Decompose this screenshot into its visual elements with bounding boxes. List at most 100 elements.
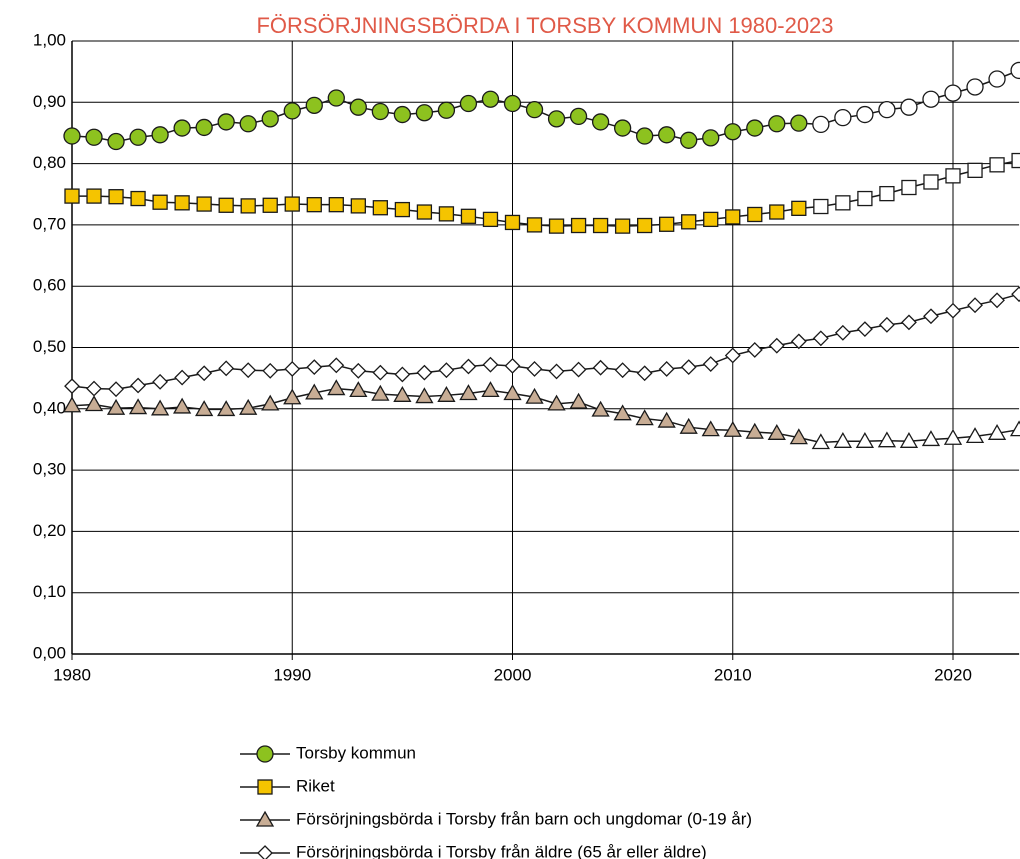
marker: [879, 185, 895, 202]
marker: [724, 347, 741, 364]
marker: [107, 132, 125, 151]
marker: [833, 431, 852, 448]
marker: [306, 359, 323, 376]
marker: [240, 362, 257, 379]
marker: [592, 359, 609, 376]
marker: [174, 195, 190, 211]
marker: [526, 217, 543, 233]
marker: [482, 356, 499, 373]
marker: [548, 363, 565, 380]
marker: [526, 361, 543, 377]
y-tick-label: 1,00: [33, 30, 66, 49]
marker: [130, 190, 146, 207]
marker: [746, 119, 764, 137]
marker: [416, 204, 433, 220]
marker: [813, 198, 829, 215]
legend-label: Torsby kommun: [296, 743, 416, 762]
marker: [394, 201, 411, 218]
marker: [901, 314, 917, 331]
marker: [503, 384, 522, 401]
series-line: [71, 293, 1020, 390]
marker: [84, 395, 104, 412]
marker: [372, 200, 389, 216]
legend-label: Försörjningsbörda i Torsby från barn och…: [296, 809, 752, 828]
marker: [86, 188, 102, 204]
marker: [152, 194, 168, 210]
marker: [416, 364, 433, 381]
marker: [967, 297, 983, 314]
marker: [921, 430, 941, 447]
marker: [856, 321, 873, 338]
marker: [240, 198, 256, 214]
marker: [372, 364, 389, 381]
marker: [967, 162, 983, 178]
marker: [151, 126, 169, 144]
marker: [481, 90, 500, 108]
marker: [1009, 420, 1020, 437]
marker: [856, 105, 874, 124]
marker: [305, 383, 324, 400]
marker: [256, 745, 274, 763]
marker: [636, 365, 653, 382]
marker: [592, 217, 609, 234]
marker: [481, 381, 500, 398]
marker: [548, 218, 565, 234]
marker: [283, 388, 302, 405]
marker: [284, 361, 301, 377]
marker: [437, 386, 456, 402]
y-tick-label: 0,60: [33, 276, 66, 295]
marker: [173, 397, 192, 414]
marker: [1011, 286, 1020, 303]
marker: [614, 362, 631, 379]
marker: [899, 431, 919, 448]
marker: [877, 431, 897, 448]
legend-label: Försörjningsbörda i Torsby från äldre (6…: [296, 842, 707, 859]
marker: [636, 127, 654, 145]
marker: [614, 218, 631, 234]
marker: [257, 845, 273, 859]
marker: [943, 428, 963, 445]
marker: [855, 431, 875, 448]
marker: [613, 404, 632, 421]
marker: [569, 392, 588, 409]
marker: [150, 399, 170, 416]
marker: [701, 420, 720, 437]
marker: [349, 98, 367, 116]
marker: [371, 384, 390, 401]
marker: [945, 302, 961, 319]
marker: [591, 113, 610, 131]
marker: [702, 356, 719, 372]
marker: [261, 110, 279, 128]
marker: [746, 342, 763, 358]
marker: [328, 197, 344, 213]
marker: [988, 70, 1006, 88]
marker: [217, 400, 236, 417]
marker: [283, 102, 301, 120]
marker: [108, 381, 124, 398]
marker: [350, 198, 366, 214]
marker: [306, 197, 322, 213]
marker: [791, 200, 807, 216]
marker: [812, 115, 830, 134]
marker: [901, 179, 917, 196]
marker: [657, 411, 676, 428]
marker: [723, 420, 742, 437]
marker: [503, 94, 522, 113]
marker: [239, 398, 258, 415]
y-tick-label: 0,40: [33, 398, 66, 417]
x-tick-label: 1980: [53, 665, 91, 684]
x-tick-label: 2020: [934, 665, 972, 684]
x-tick-label: 1990: [273, 665, 311, 684]
series-line: [71, 387, 1020, 444]
marker: [989, 157, 1005, 173]
marker: [547, 394, 566, 411]
y-tick-label: 0,20: [33, 521, 66, 540]
marker: [217, 113, 235, 131]
marker: [305, 96, 323, 115]
marker: [504, 357, 521, 374]
marker: [394, 366, 411, 383]
y-tick-label: 0,70: [33, 214, 66, 233]
marker: [108, 189, 124, 205]
marker: [789, 428, 808, 445]
